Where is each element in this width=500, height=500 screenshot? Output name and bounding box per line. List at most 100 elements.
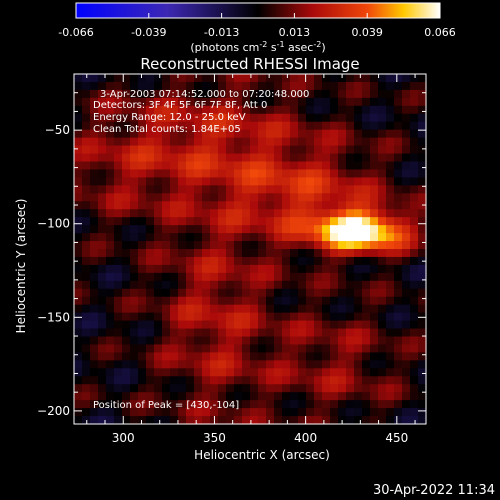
heatmap-cell <box>90 264 99 274</box>
heatmap-cell <box>74 241 83 250</box>
heatmap-cell <box>82 161 91 171</box>
heatmap-cell <box>98 74 107 83</box>
heatmap-cell <box>170 145 179 155</box>
heatmap-cell <box>298 288 307 298</box>
heatmap-cell <box>106 233 115 242</box>
heatmap-cell <box>418 392 427 401</box>
heatmap-cell <box>178 105 187 115</box>
heatmap-cell <box>402 336 411 346</box>
heatmap-cell <box>130 153 139 163</box>
heatmap-cell <box>114 360 123 369</box>
heatmap-cell <box>114 185 123 194</box>
heatmap-cell <box>258 185 267 194</box>
heatmap-cell <box>338 201 347 210</box>
heatmap-cell <box>282 312 291 322</box>
heatmap-cell <box>178 201 187 210</box>
heatmap-cell <box>122 81 131 91</box>
heatmap-cell <box>154 121 163 131</box>
heatmap-cell <box>210 161 219 171</box>
heatmap-cell <box>154 288 163 298</box>
heatmap-cell <box>258 161 267 171</box>
heatmap-cell <box>170 193 179 202</box>
heatmap-cell <box>242 408 251 417</box>
heatmap-cell <box>282 296 291 306</box>
heatmap-cell <box>354 74 363 83</box>
heatmap-cell <box>282 408 291 417</box>
heatmap-cell <box>218 416 227 425</box>
heatmap-cell <box>378 352 387 361</box>
heatmap-cell <box>330 121 339 131</box>
heatmap-cell <box>282 89 291 99</box>
heatmap-cell <box>242 368 251 377</box>
heatmap-cell <box>378 153 387 163</box>
heatmap-cell <box>386 241 395 250</box>
heatmap-cell <box>106 249 115 258</box>
heatmap-cell <box>162 360 171 369</box>
heatmap-cell <box>226 241 235 250</box>
heatmap-cell <box>410 280 419 290</box>
heatmap-cell <box>194 137 203 147</box>
heatmap-cell <box>90 384 99 393</box>
heatmap-cell <box>362 113 371 123</box>
heatmap-cell <box>170 233 179 242</box>
heatmap-cell <box>226 296 235 306</box>
heatmap-cell <box>170 217 179 226</box>
heatmap-cell <box>386 360 395 369</box>
heatmap-cell <box>90 241 99 250</box>
heatmap-cell <box>314 129 323 139</box>
heatmap-cell <box>202 233 211 242</box>
heatmap-cell <box>410 249 419 258</box>
heatmap-cell <box>274 368 283 377</box>
heatmap-cell <box>106 280 115 290</box>
heatmap-cell <box>242 256 251 266</box>
heatmap-cell <box>362 177 371 186</box>
heatmap-cell <box>298 264 307 274</box>
heatmap-cell <box>82 137 91 147</box>
colorbar-tick-label: 0.013 <box>279 26 311 39</box>
heatmap-cell <box>154 129 163 139</box>
heatmap-cell <box>250 344 259 353</box>
heatmap-cell <box>266 400 275 409</box>
heatmap-cell <box>154 225 163 234</box>
heatmap-cell <box>202 320 211 330</box>
heatmap-cell <box>154 280 163 290</box>
heatmap-cell <box>402 360 411 369</box>
heatmap-cell <box>346 225 355 234</box>
heatmap-cell <box>154 74 163 83</box>
heatmap-cell <box>322 312 331 322</box>
heatmap-cell <box>194 368 203 377</box>
heatmap-cell <box>370 153 379 163</box>
heatmap-cell <box>378 400 387 409</box>
heatmap-cell <box>202 81 211 91</box>
heatmap-cell <box>154 296 163 306</box>
heatmap-cell <box>402 113 411 123</box>
heatmap-cell <box>378 233 387 242</box>
y-tick-label: −100 <box>37 217 70 231</box>
heatmap-cell <box>90 272 99 282</box>
heatmap-cell <box>402 225 411 234</box>
heatmap-cell <box>138 352 147 361</box>
heatmap-cell <box>234 177 243 186</box>
heatmap-cell <box>178 408 187 417</box>
heatmap-cell <box>130 336 139 346</box>
heatmap-cell <box>370 74 379 83</box>
heatmap-cell <box>218 336 227 346</box>
heatmap-cell <box>122 177 131 186</box>
heatmap-cell <box>106 368 115 377</box>
heatmap-cell <box>194 233 203 242</box>
heatmap-cell <box>218 129 227 139</box>
heatmap-cell <box>378 89 387 99</box>
heatmap-cell <box>242 288 251 298</box>
heatmap-cell <box>410 416 419 425</box>
heatmap-cell <box>394 352 403 361</box>
heatmap-cell <box>322 344 331 353</box>
heatmap-cell <box>146 320 155 330</box>
heatmap-cell <box>90 328 99 338</box>
heatmap-cell <box>170 368 179 377</box>
heatmap-cell <box>82 169 91 178</box>
heatmap-cell <box>346 105 355 115</box>
heatmap-cell <box>354 185 363 194</box>
heatmap-cell <box>394 384 403 393</box>
heatmap-cell <box>330 177 339 186</box>
heatmap-cell <box>138 145 147 155</box>
